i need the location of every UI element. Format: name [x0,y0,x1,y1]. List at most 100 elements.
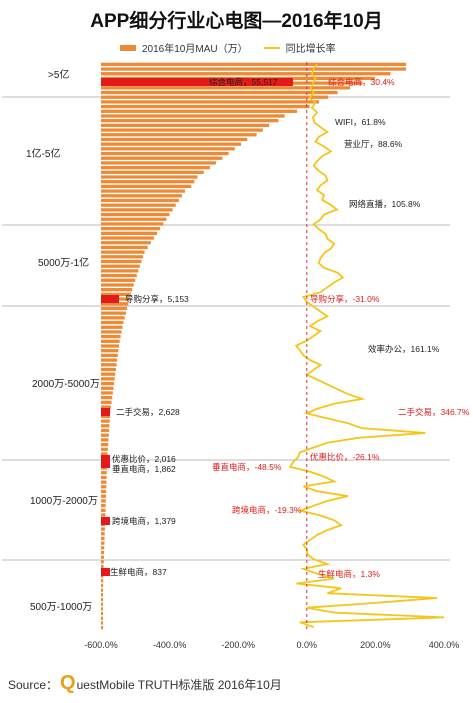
tier-label: 2000万-5000万 [32,379,100,390]
mau-bar [101,283,134,287]
mau-bar [101,339,120,343]
mau-bar [101,104,310,109]
mau-bar [101,292,131,297]
chart-title: APP细分行业心电图—2016年10月 [90,11,383,32]
mau-bar [101,133,257,137]
mau-bar [101,386,114,390]
legend-bar-label: 2016年10月MAU（万） [142,44,248,55]
mau-bar [101,574,104,578]
mau-bar [101,109,298,113]
tier-label: 500万-1000万 [30,602,92,613]
mau-bar [101,541,105,545]
mau-bar [101,212,170,217]
legend-line-swatch [263,46,280,49]
x-tick-label: -200.0% [221,640,255,650]
mau-bar [101,184,192,189]
mau-bar [101,536,105,541]
mau-bar [101,480,107,484]
mau-bar [101,198,179,203]
mau-bar [101,72,391,76]
tier-label: 1亿-5亿 [26,147,60,160]
mau-bar [101,175,198,179]
highlight-mau-label: 二手交易，2,628 [116,407,180,417]
mau-bar [101,475,107,480]
mau-bar [101,156,223,160]
mau-bar [101,273,137,278]
mau-bar [101,381,115,386]
mau-bar [101,311,126,315]
mau-bar [101,334,121,339]
mau-bar [101,588,103,592]
highlight-mau-label: 跨境电商，1,379 [112,516,176,526]
mau-bar [101,391,113,395]
mau-bar [101,372,116,376]
mau-bar [101,579,104,583]
mau-bar [101,400,112,404]
highlight-mau-label: 导购分享，5,153 [125,294,189,304]
mau-bar [101,349,119,353]
mau-bar [101,358,118,362]
highlight-mau-label: 生鲜电商，837 [110,567,167,577]
mau-bar [101,602,103,606]
mau-bar [101,564,104,569]
mau-bar [101,532,105,536]
mau-bar [101,447,108,451]
source-text: uestMobile TRUTH标准版 2016年10月 [76,678,282,692]
mau-bar [101,583,104,588]
mau-bar [101,302,129,306]
x-tick-label: 0.0% [297,640,318,650]
mau-bar [101,217,167,221]
mau-bar [101,527,105,531]
x-tick-label: 200.0% [360,640,391,650]
highlight-growth-label: 生鲜电商，1.3% [318,569,380,579]
source-logo-q: Q [60,672,76,694]
highlight-mau-label: 垂直电商，1,862 [112,464,176,474]
mau-bar [101,428,110,433]
mau-bar [101,161,217,165]
mau-bar [101,555,104,559]
mau-bar [101,250,145,254]
mau-bar [101,241,151,245]
mau-bar [101,259,142,264]
x-tick-label: -600.0% [84,640,118,650]
mau-bar [101,377,115,381]
mau-bar [101,180,195,184]
mau-bar [101,330,122,334]
mau-bar [101,513,106,517]
annotation-label: 效率办公，161.1% [368,344,440,354]
mau-bar [101,67,406,71]
mau-bar [101,147,235,151]
annotation-label: WIFI，61.8% [335,117,386,127]
highlight-bar [101,568,110,576]
mau-bar [101,278,136,282]
source-note: Source： Q uestMobile TRUTH标准版 2016年10月 [8,672,282,694]
highlight-growth-label: 导购分享，-31.0% [310,294,380,304]
mau-bar [101,546,105,550]
legend: 2016年10月MAU（万） 同比增长率 [120,40,336,55]
mau-bar [101,325,123,329]
highlight-growth-label: 优惠比价，-26.1% [310,452,380,462]
mau-bar [101,320,124,325]
mau-bar [101,208,173,212]
mau-bar [101,433,109,437]
highlight-mau-label: 优惠比价，2,016 [112,454,176,464]
mau-bar [101,471,107,475]
mau-bar [101,616,103,620]
mau-bar [101,100,319,104]
mau-bar [101,114,285,118]
highlight-growth-label: 跨境电商，-19.3% [232,505,302,515]
mau-bar [101,414,111,419]
tier-label: 5000万-1亿 [38,256,89,269]
highlight-bar [101,295,119,303]
highlight-bar [101,517,110,525]
source-prefix: Source： [8,678,59,692]
tier-label: >5亿 [48,68,69,81]
mau-bar [101,367,116,372]
x-tick-label: -400.0% [153,640,187,650]
mau-bar [101,503,106,508]
mau-bar [101,170,204,174]
annotation-label: 网络直播，105.8% [349,199,421,209]
mau-bar [101,621,103,625]
mau-bar [101,344,120,348]
mau-bar [101,231,158,235]
